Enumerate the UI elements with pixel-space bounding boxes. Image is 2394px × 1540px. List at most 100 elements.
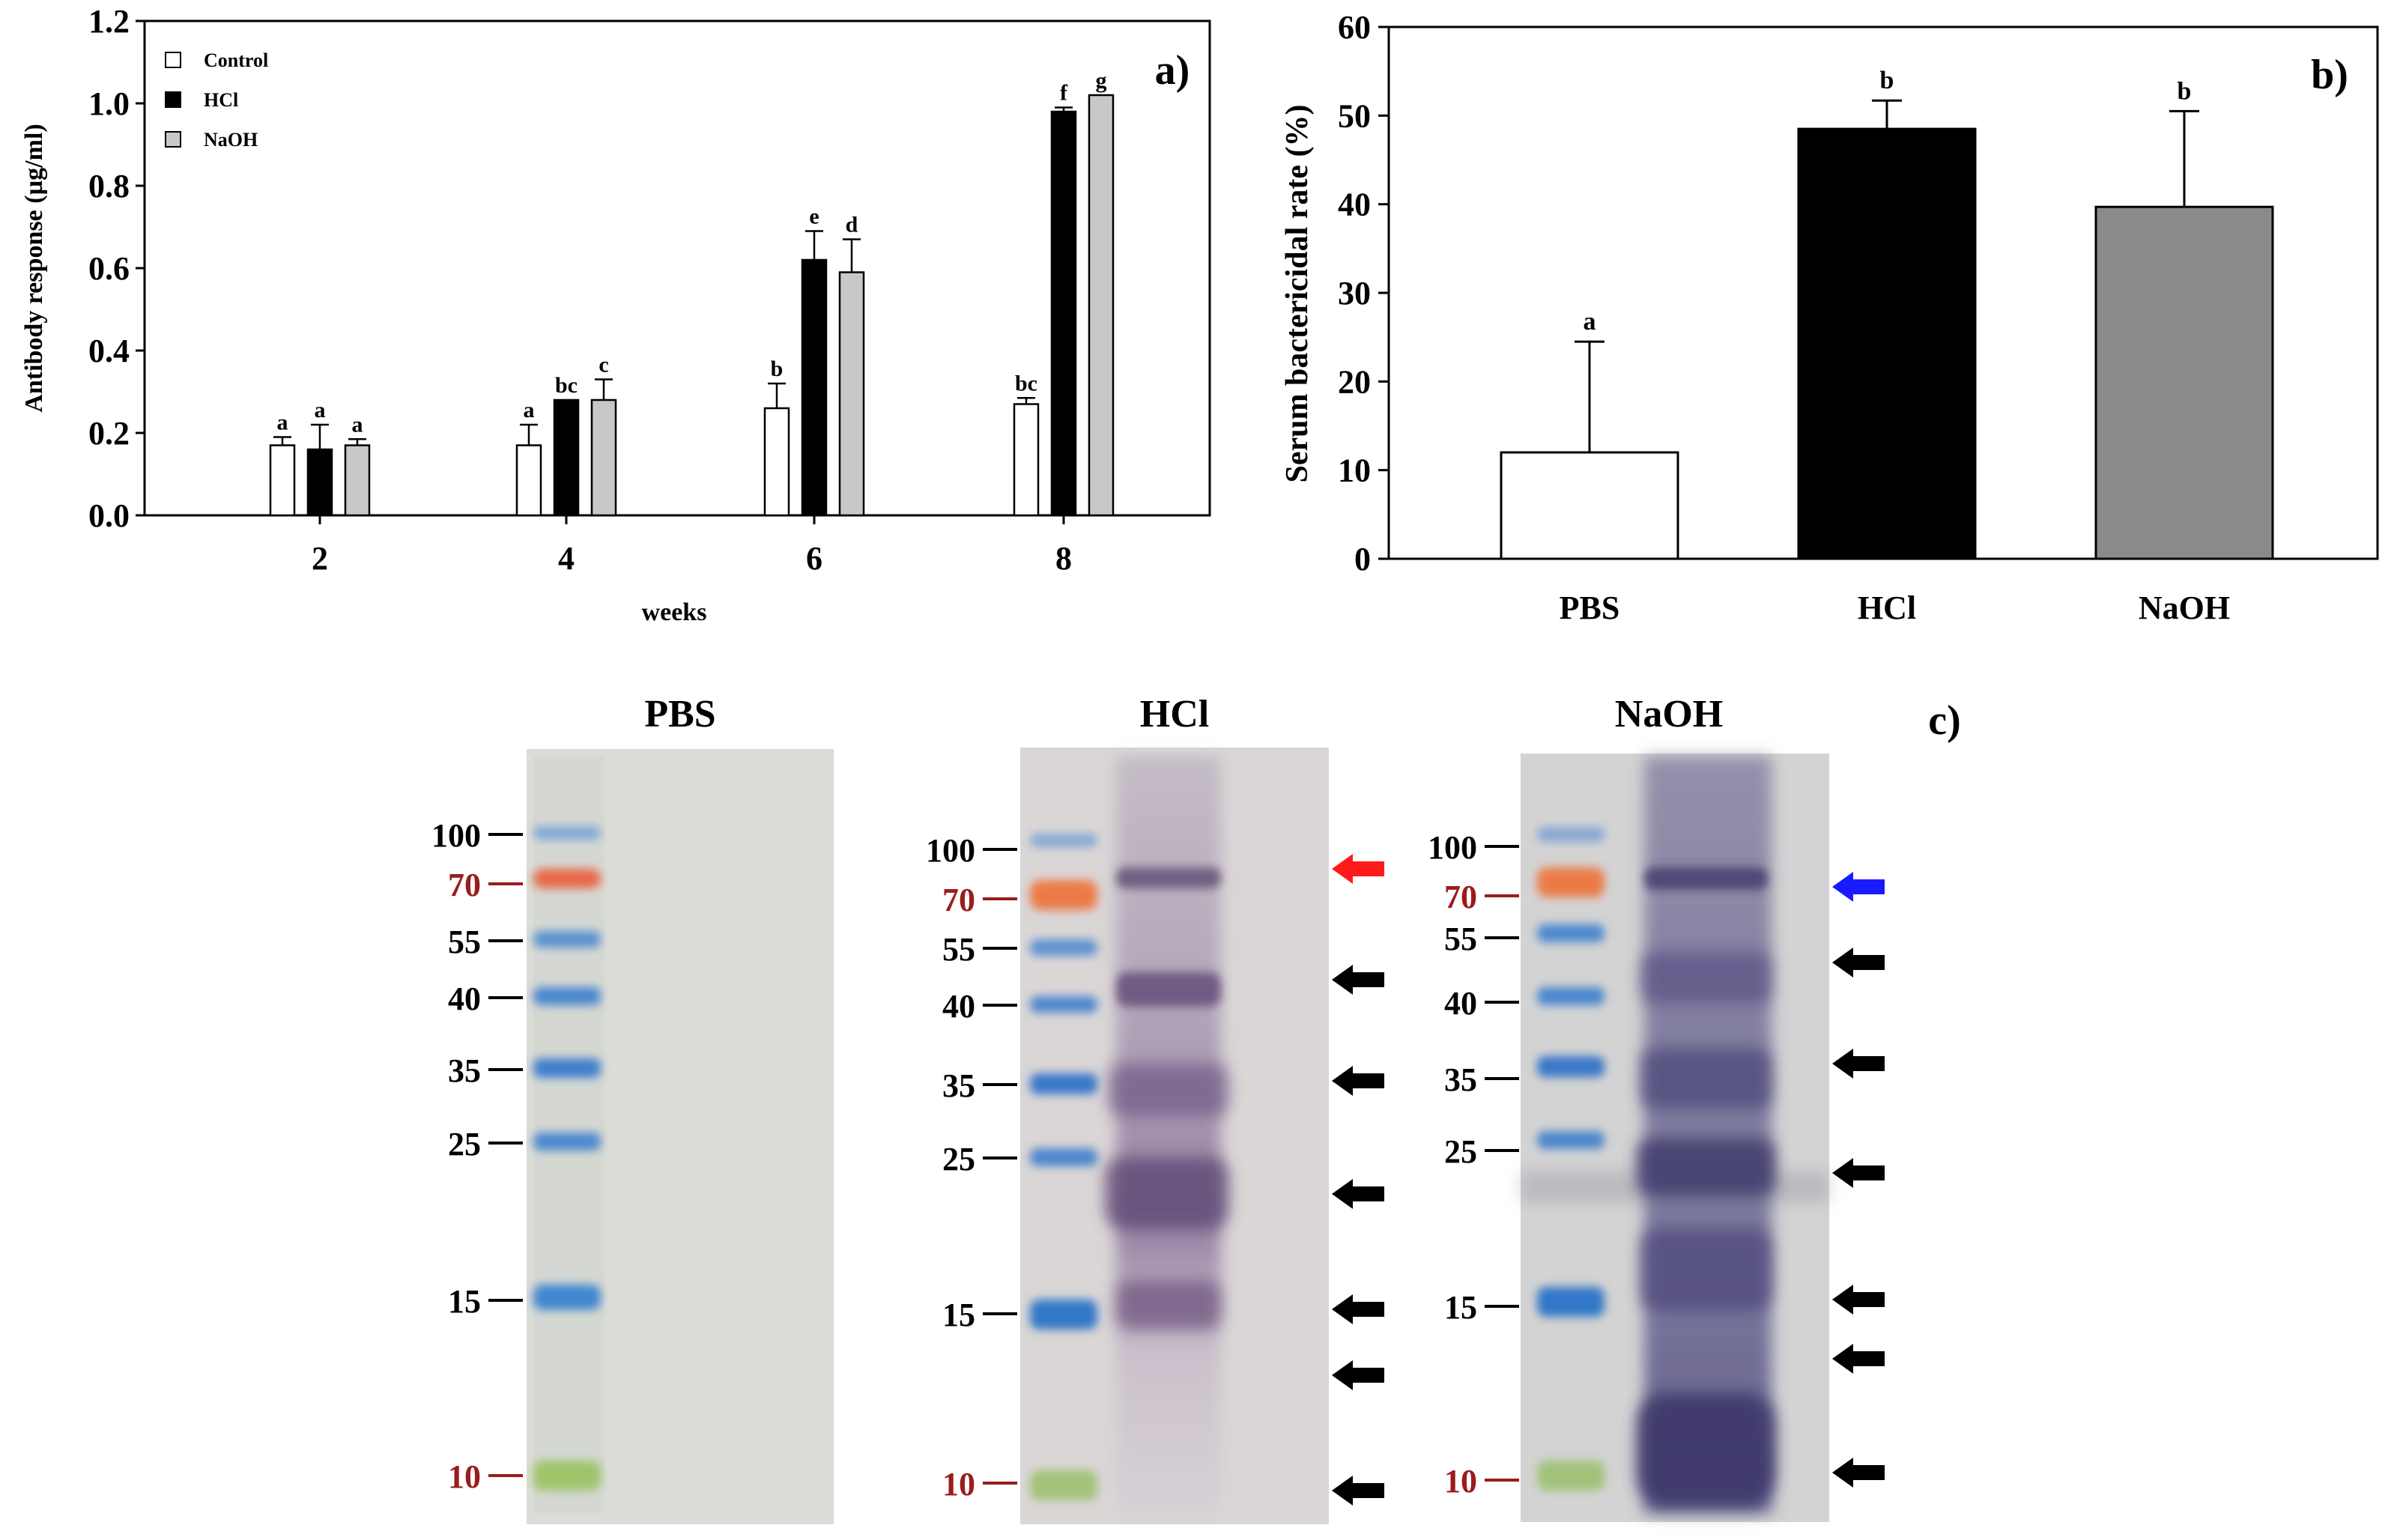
y-tick-label-b: 40	[1338, 187, 1371, 223]
blot-hcl: HCl 100 70 55 40 35 25 15 10	[926, 693, 1384, 1524]
x-category-label-a: 6	[806, 540, 822, 577]
x-category-label-a: 8	[1055, 540, 1072, 577]
legend-swatch-control	[165, 52, 181, 68]
arrows-naoh	[1832, 872, 1885, 1488]
x-category-label-a: 2	[312, 540, 328, 577]
ladder-band-35	[1537, 1056, 1604, 1077]
ladder-band-55	[1537, 924, 1604, 942]
mw-markers-naoh: 100 70 55 40 35 25 15 10	[1428, 829, 1519, 1500]
y-tick-label-a: 1.0	[88, 85, 130, 122]
bar-naoh-week-6	[838, 271, 865, 517]
arrow-left-black-icon	[1332, 1476, 1384, 1506]
y-tick-label-a: 1.2	[88, 3, 130, 40]
y-tick-label-a: 0.8	[88, 168, 130, 204]
mw-label-25: 25	[1444, 1133, 1477, 1170]
ladder-band-35	[533, 1058, 601, 1078]
legend-label-hcl: HCl	[204, 89, 238, 111]
mw-label-40: 40	[942, 988, 975, 1025]
y-tick-label-a: 0.0	[88, 497, 130, 534]
y-axis-label-a: Antibody response (µg/ml)	[20, 124, 48, 412]
ladder-bands-pbs	[533, 826, 601, 1491]
ladder-band-55	[1030, 939, 1097, 956]
legend-a: Control HCl NaOH	[165, 49, 268, 151]
band-naoh-5	[1640, 1228, 1772, 1311]
mw-label-15: 15	[942, 1297, 975, 1333]
x-axis-label-a: weeks	[642, 598, 707, 626]
significance-letter-a: a	[352, 412, 363, 437]
mw-label-10: 10	[1444, 1463, 1477, 1500]
arrow-left-black-icon	[1832, 1049, 1885, 1079]
significance-letter-a: f	[1060, 81, 1068, 106]
ladder-band-70	[1537, 867, 1604, 897]
band-hcl-3	[1109, 1064, 1228, 1116]
ladder-band-10	[533, 1461, 601, 1491]
significance-letter-b: a	[1584, 308, 1596, 336]
arrow-left-red-icon	[1332, 854, 1384, 884]
blot-naoh: NaOH 100 70 55 40 35 25 15 10	[1428, 693, 1885, 1522]
ladder-band-70	[533, 869, 601, 888]
bar-control-week-6	[763, 407, 790, 517]
arrow-left-black-icon	[1332, 1179, 1384, 1209]
significance-letter-a: bc	[555, 373, 578, 398]
ladder-band-15	[1030, 1300, 1097, 1330]
ladder-band-15	[533, 1285, 601, 1310]
x-category-label-b: NaOH	[2139, 589, 2230, 626]
arrow-left-blue-icon	[1832, 872, 1885, 902]
mw-markers-hcl: 100 70 55 40 35 25 15 10	[926, 832, 1017, 1503]
band-hcl-5	[1116, 1281, 1221, 1330]
plot-frame-a	[143, 19, 1211, 517]
arrow-left-black-icon	[1832, 1285, 1885, 1315]
bar-naoh-week-4	[590, 398, 617, 517]
y-tick-label-b: 50	[1338, 97, 1371, 134]
bar-control-week-2	[269, 444, 296, 517]
mw-label-70: 70	[942, 882, 975, 918]
bars-b: a b b	[1500, 67, 2274, 560]
arrow-left-black-icon	[1332, 1294, 1384, 1324]
arrow-left-black-icon	[1332, 965, 1384, 995]
x-category-label-a: 4	[558, 540, 575, 577]
mw-markers-pbs: 100 70 55 40 35 25 15 10	[431, 817, 523, 1495]
mw-label-35: 35	[1444, 1061, 1477, 1098]
significance-letter-a: a	[277, 410, 288, 435]
ladder-bands-hcl	[1030, 834, 1097, 1500]
mw-label-100: 100	[1428, 829, 1477, 866]
ladder-band-25	[533, 1133, 601, 1151]
blot-pbs: PBS 100 70 55 40 35 25 15 10	[431, 693, 834, 1524]
bar-control-week-4	[515, 444, 542, 517]
mw-label-25: 25	[942, 1141, 975, 1177]
significance-letter-a: e	[809, 204, 819, 229]
significance-letter-a: g	[1096, 68, 1107, 93]
y-tick-label-b: 20	[1338, 363, 1371, 400]
mw-label-35: 35	[448, 1052, 481, 1089]
significance-letter-a: a	[524, 398, 535, 422]
y-tick-label-a: 0.2	[88, 415, 130, 452]
significance-letter-a: b	[771, 357, 784, 381]
chart-serum-bactericidal-rate: 0 10 20 30 40 50 60 a b b PBS HCl NaOH Serum bacte…	[1280, 9, 2379, 626]
ladder-band-35	[1030, 1073, 1097, 1094]
ladder-band-40	[1030, 996, 1097, 1013]
ladder-band-40	[533, 987, 601, 1005]
band-naoh-3	[1640, 1049, 1772, 1109]
sample-bands-naoh	[1637, 867, 1775, 1506]
significance-letter-b: b	[2178, 77, 2192, 105]
mw-label-10: 10	[448, 1458, 481, 1495]
lane-title-naoh: NaOH	[1615, 693, 1723, 736]
significance-letter-b: b	[1880, 67, 1894, 94]
mw-label-35: 35	[942, 1067, 975, 1104]
x-axis-categories-b: PBS HCl NaOH	[1560, 589, 2230, 626]
legend-swatch-hcl	[165, 91, 181, 108]
arrow-left-black-icon	[1832, 1344, 1885, 1374]
bar-hcl-week-2	[306, 448, 333, 517]
mw-label-40: 40	[1444, 985, 1477, 1022]
ladder-band-100	[1030, 834, 1097, 847]
band-hcl-1	[1116, 867, 1221, 888]
significance-letter-a: c	[598, 353, 608, 378]
y-tick-label-a: 0.4	[88, 333, 130, 369]
ladder-band-10	[1030, 1470, 1097, 1500]
band-naoh-2	[1640, 951, 1772, 1004]
ladder-band-55	[533, 931, 601, 948]
mw-label-100: 100	[926, 832, 975, 869]
band-naoh-1	[1644, 867, 1768, 890]
